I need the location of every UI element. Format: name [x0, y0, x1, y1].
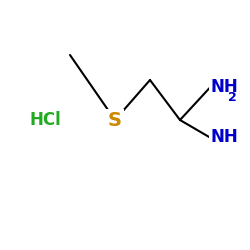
- Text: NH: NH: [210, 78, 238, 96]
- Text: S: S: [108, 110, 122, 130]
- Text: NH: NH: [210, 128, 238, 146]
- Text: 2: 2: [228, 91, 237, 104]
- Text: HCl: HCl: [29, 111, 61, 129]
